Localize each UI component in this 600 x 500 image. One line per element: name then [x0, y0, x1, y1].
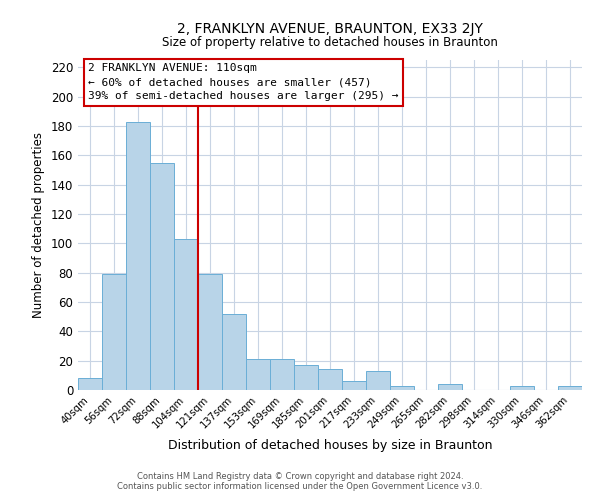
Bar: [438, 384, 462, 390]
Bar: [126, 122, 150, 390]
Bar: [174, 239, 198, 390]
Bar: [510, 386, 534, 390]
Bar: [102, 274, 126, 390]
Bar: [294, 365, 318, 390]
Y-axis label: Number of detached properties: Number of detached properties: [32, 132, 45, 318]
Bar: [318, 370, 342, 390]
Bar: [78, 378, 102, 390]
Bar: [558, 386, 582, 390]
Bar: [342, 381, 366, 390]
Bar: [198, 274, 222, 390]
Bar: [390, 386, 414, 390]
Text: Contains public sector information licensed under the Open Government Licence v3: Contains public sector information licen…: [118, 482, 482, 491]
Bar: [222, 314, 246, 390]
Text: Contains HM Land Registry data © Crown copyright and database right 2024.: Contains HM Land Registry data © Crown c…: [137, 472, 463, 481]
Bar: [270, 359, 294, 390]
Bar: [366, 371, 390, 390]
Text: 2 FRANKLYN AVENUE: 110sqm
← 60% of detached houses are smaller (457)
39% of semi: 2 FRANKLYN AVENUE: 110sqm ← 60% of detac…: [88, 64, 398, 102]
X-axis label: Distribution of detached houses by size in Braunton: Distribution of detached houses by size …: [168, 439, 492, 452]
Bar: [246, 359, 270, 390]
Bar: [150, 162, 174, 390]
Text: 2, FRANKLYN AVENUE, BRAUNTON, EX33 2JY: 2, FRANKLYN AVENUE, BRAUNTON, EX33 2JY: [177, 22, 483, 36]
Text: Size of property relative to detached houses in Braunton: Size of property relative to detached ho…: [162, 36, 498, 49]
